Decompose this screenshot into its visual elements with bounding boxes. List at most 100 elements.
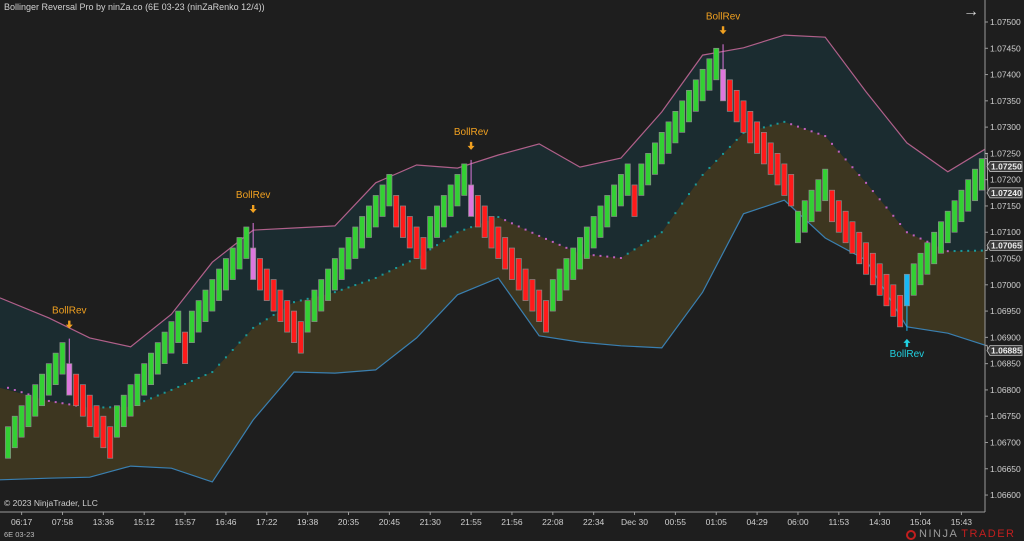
up-brick (931, 231, 938, 265)
middle-band-dot (640, 244, 643, 247)
up-brick (379, 184, 386, 217)
up-brick (148, 352, 154, 386)
up-brick (52, 352, 59, 386)
up-brick (604, 195, 611, 228)
down-brick (297, 321, 304, 354)
middle-band-dot (633, 248, 636, 251)
middle-band-dot (613, 256, 616, 259)
middle-band-dot (333, 291, 336, 294)
x-tick-label: 22:08 (542, 517, 564, 527)
upper-band-fill (0, 35, 985, 408)
ninjatrader-logo: NINJA TRADER (906, 529, 1016, 540)
middle-band-dot (878, 198, 881, 201)
arrow-down-icon (719, 26, 727, 35)
up-brick (699, 68, 706, 102)
down-brick (502, 237, 509, 270)
up-brick (815, 179, 822, 212)
middle-band-price-marker: 1.07065 (985, 239, 1023, 252)
arrow-right-icon[interactable]: → (963, 3, 979, 20)
middle-band-dot (865, 181, 868, 184)
up-brick (822, 168, 829, 202)
middle-band-dot (735, 138, 738, 141)
up-brick (45, 363, 52, 396)
down-brick (543, 300, 549, 333)
signal-brick (720, 68, 727, 102)
up-brick (549, 279, 556, 312)
down-brick (393, 195, 400, 228)
middle-band-dot (252, 326, 255, 329)
middle-band-dot (980, 249, 983, 252)
y-tick-label: 1.06950 (990, 306, 1021, 316)
middle-band-dot (442, 239, 445, 242)
price-axis[interactable]: 1.07500 1.07450 1.07400 1.07350 1.07300 1.072… (984, 0, 1021, 512)
middle-band-dot (306, 297, 309, 300)
lower-band-line (0, 199, 986, 483)
down-brick (107, 426, 114, 459)
middle-band-dot (395, 266, 398, 269)
up-brick (195, 300, 202, 333)
up-brick (795, 210, 801, 244)
down-brick (257, 258, 263, 291)
middle-band-dot (871, 190, 874, 193)
middle-band-dot (231, 348, 234, 351)
down-brick (93, 405, 100, 438)
middle-band-dot (211, 371, 214, 374)
middle-band-dot (20, 391, 23, 394)
up-brick (365, 205, 372, 238)
y-tick-label: 1.07300 (990, 122, 1021, 132)
price-marker-label: 1.07240 (991, 188, 1022, 198)
price-marker-leader (985, 158, 989, 193)
up-brick (447, 184, 454, 217)
down-brick (100, 415, 107, 449)
down-brick (508, 247, 515, 280)
up-brick (713, 47, 720, 81)
y-tick-label: 1.06800 (990, 385, 1021, 395)
up-brick (692, 79, 699, 112)
y-tick-label: 1.06650 (990, 464, 1021, 474)
middle-band-dot (517, 225, 520, 228)
up-brick (958, 189, 965, 223)
up-brick (440, 195, 447, 228)
y-tick-label: 1.06900 (990, 332, 1021, 342)
middle-band-dot (837, 150, 840, 153)
x-tick-label: Dec 30 (621, 517, 648, 527)
down-brick (79, 384, 86, 417)
price-marker-leader (985, 152, 989, 167)
up-brick (127, 384, 134, 417)
sell-signal-label: BollRev (236, 190, 270, 201)
middle-band-dot (688, 193, 690, 196)
middle-band-dot (701, 173, 704, 176)
up-brick (665, 121, 672, 154)
up-brick (202, 289, 209, 322)
x-tick-label: 21:55 (460, 517, 482, 527)
middle-band-dot (197, 377, 200, 380)
down-brick (829, 189, 835, 223)
middle-band-dot (408, 260, 411, 263)
logo-text-ninja: NINJA (919, 528, 959, 540)
up-brick (597, 205, 604, 238)
middle-band-dot (463, 228, 466, 231)
up-brick (59, 342, 66, 375)
middle-band-dot (728, 145, 731, 148)
signal-brick (66, 363, 73, 396)
down-brick (760, 132, 767, 165)
middle-band-dot (293, 301, 296, 304)
time-axis[interactable]: 06:17 07:58 13:36 15:12 15:57 16:46 17:22 19:38… (0, 511, 985, 527)
x-tick-label: 06:17 (11, 517, 33, 527)
price-marker-label: 1.07250 (991, 162, 1022, 172)
down-brick (788, 174, 795, 207)
down-brick (522, 268, 529, 301)
middle-band-dot (429, 248, 432, 251)
down-brick (263, 268, 270, 301)
price-markers: 1.07250 1.07240 1.07065 1.06885 (985, 152, 1023, 356)
x-tick-label: 04:29 (746, 517, 768, 527)
up-brick (311, 289, 318, 322)
up-brick (617, 174, 624, 207)
middle-band-dot (742, 131, 745, 134)
up-brick (706, 58, 713, 91)
middle-band-dot (783, 120, 786, 123)
down-brick (856, 231, 863, 265)
middle-band-dot (7, 386, 9, 389)
x-tick-label: 20:45 (379, 517, 401, 527)
